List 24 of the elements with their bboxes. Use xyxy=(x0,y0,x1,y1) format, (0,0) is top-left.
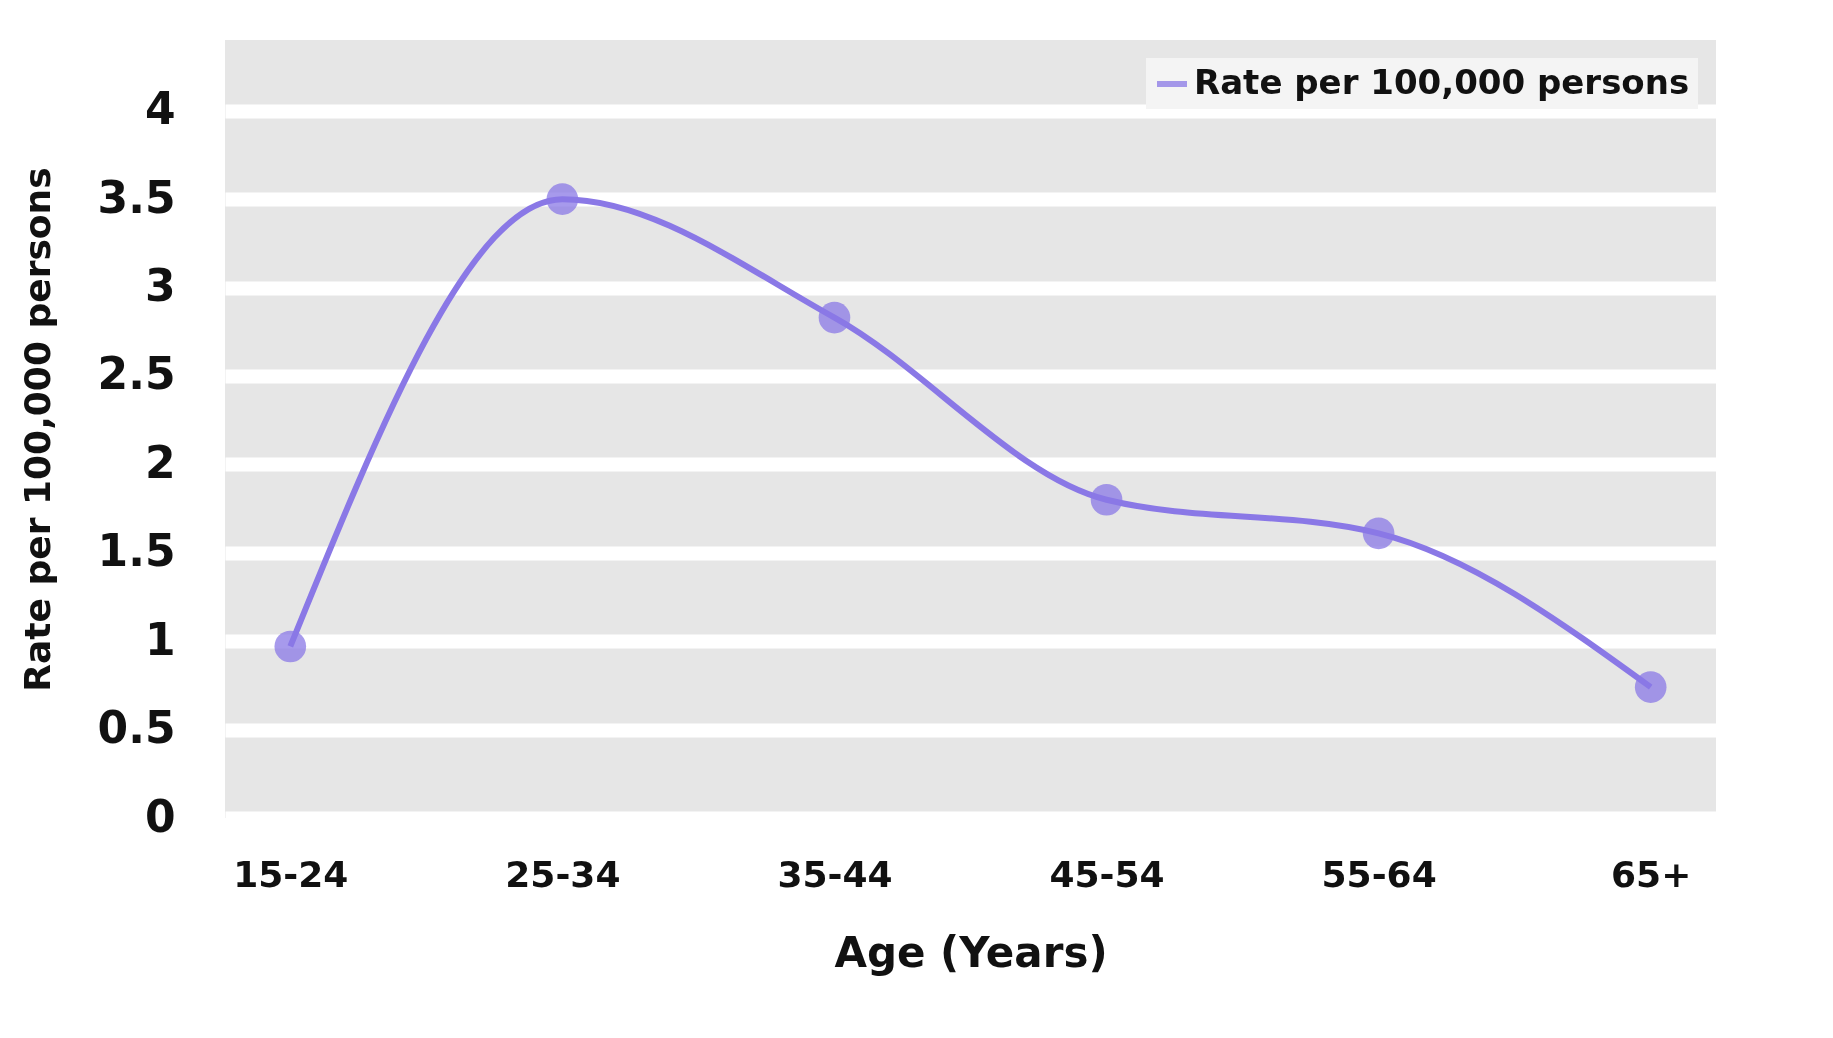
y-tick-label: 1 xyxy=(144,613,176,665)
x-tick-label: 15-24 xyxy=(233,853,349,895)
y-axis-title: Rate per 100,000 persons xyxy=(16,167,58,692)
x-tick-label: 55-64 xyxy=(1321,853,1437,895)
x-tick-label: 65+ xyxy=(1611,853,1692,895)
y-tick-label: 4 xyxy=(144,83,176,135)
point xyxy=(1634,671,1667,703)
point xyxy=(546,183,579,215)
y-tick-label: 3.5 xyxy=(97,171,176,223)
y-tick-label: 0 xyxy=(144,790,176,842)
y-tick-label: 2.5 xyxy=(97,348,176,400)
legend-label: Rate per 100,000 persons xyxy=(1194,62,1690,102)
y-tick-label: 2 xyxy=(144,436,176,488)
y-tick-label: 0.5 xyxy=(97,702,176,754)
y-tick-label: 3 xyxy=(144,260,176,312)
x-tick-label: 35-44 xyxy=(777,853,893,895)
point xyxy=(274,630,307,663)
x-tick-label: 45-54 xyxy=(1049,853,1165,895)
point xyxy=(1090,483,1123,516)
point xyxy=(818,301,851,334)
point xyxy=(1362,517,1395,550)
x-axis-title: Age (Years) xyxy=(834,927,1108,977)
y-tick-label: 1.5 xyxy=(97,525,176,577)
x-tick-label: 25-34 xyxy=(505,853,621,895)
